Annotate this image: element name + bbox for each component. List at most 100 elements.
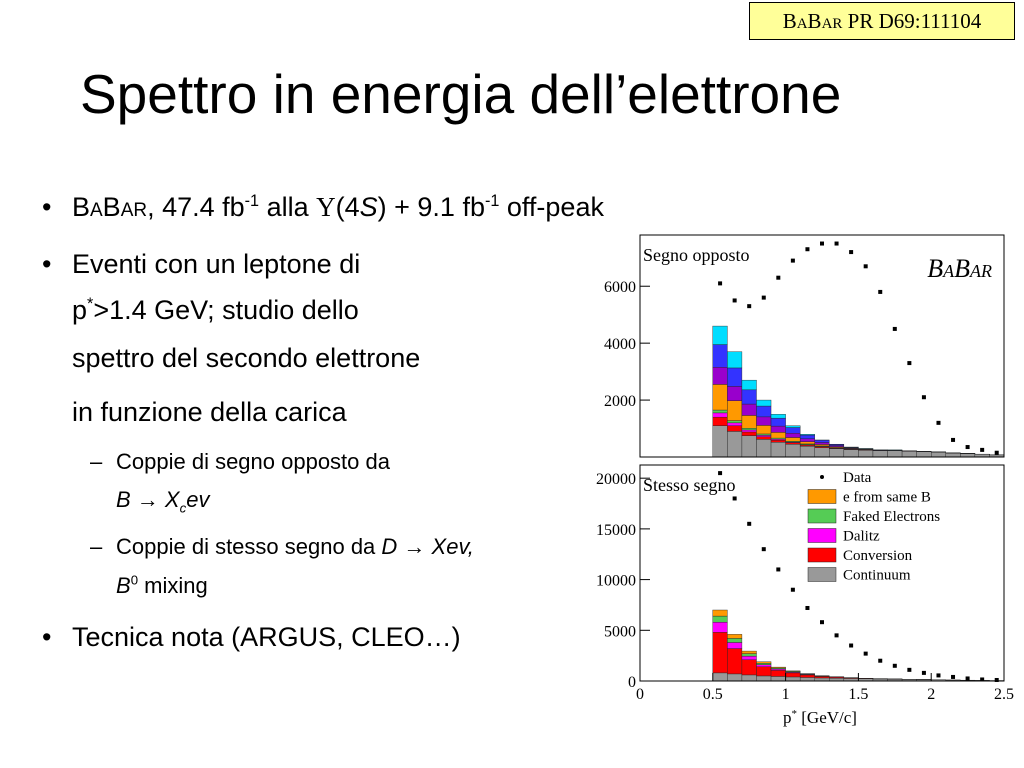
data-point [790,258,795,263]
histogram-segment [785,433,801,438]
histogram-segment [756,405,772,418]
bullet-line: p*>1.4 GeV; studio dello [72,293,359,327]
histogram-segment [756,675,772,682]
histogram-segment [756,435,772,437]
legend-marker [820,475,824,479]
y-tick-label: 4000 [604,336,636,353]
histogram-segment [712,425,728,458]
x-tick-label: 0 [636,686,644,703]
sub-bullet: Coppie di stesso segno da D → Xev, [90,532,474,562]
text: X [164,487,180,512]
legend-label: e from same B [843,490,931,506]
histogram-segment [960,453,976,458]
histogram-segment [814,440,830,443]
histogram-segment [770,425,786,433]
panel-label: Segno opposto [643,245,750,265]
histogram-segment [712,367,728,385]
x-tick-label: 2.5 [994,686,1014,703]
histogram-segment [770,414,786,419]
legend-label: Dalitz [843,529,880,545]
histogram-segment [727,642,743,649]
text: -1 [484,192,500,210]
x-tick-label: 1 [782,686,790,703]
histogram-segment [756,416,772,426]
histogram-segment [741,389,757,405]
text: Tecnica nota (ARGUS, CLEO…) [72,622,461,652]
bullet: Tecnica nota (ARGUS, CLEO…) [42,620,461,654]
histogram-segment [814,676,830,679]
histogram-segment [785,672,801,678]
legend-swatch [807,508,837,524]
data-point [936,673,941,678]
text: BaBar [72,192,148,222]
histogram-segment [741,659,757,676]
histogram-segment [741,650,757,654]
histogram-segment [770,440,786,443]
text: B [116,487,131,512]
text: spettro del secondo elettrone [72,343,421,373]
data-point [936,420,941,425]
reference: BaBar PR D69:111104 [749,2,1015,40]
histogram-segment [712,672,728,682]
histogram-segment [770,432,786,439]
histogram-segment [727,648,743,675]
histogram-segment [799,438,815,442]
slide-title: Spettro in energia dell’elettrone [80,63,842,125]
sub-bullet-line: B → Xcev [116,485,209,515]
text: 0 [130,572,139,588]
histogram-segment [756,666,772,677]
histogram-segment [814,442,830,445]
histogram-segment [799,434,815,436]
data-point [805,605,810,610]
histogram-segment [712,621,728,633]
histogram-segment [727,420,743,424]
text: off-peak [499,192,604,222]
histogram-segment [901,451,917,458]
histogram-segment [785,670,801,672]
x-axis-label: p* [GeV/c] [783,708,857,727]
legend-swatch [807,489,837,504]
y-tick-label: 6000 [604,279,636,296]
histogram-segment [770,442,786,458]
histogram-segment [712,416,728,426]
legend-label: Data [843,470,872,486]
logo: BaBar [927,254,992,283]
text: Coppie di stesso segno da [116,534,382,559]
histogram-segment [756,399,772,407]
bullet-line: in funzione della carica [72,395,347,429]
text: * [87,295,94,313]
data-point [994,677,999,682]
histogram-segment [712,325,728,345]
histogram-segment [858,449,874,458]
histogram-segment [770,670,786,677]
text: mixing [138,573,208,598]
data-point [849,643,854,648]
histogram-segment [843,449,859,458]
histogram-segment [727,422,743,426]
data-point [878,658,883,663]
text: >1.4 GeV; studio dello [93,295,359,325]
text: ) + 9.1 fb [377,192,485,222]
text: → [397,534,432,559]
histogram-segment [756,439,772,458]
text: D [381,534,398,559]
histogram-segment [799,677,815,682]
histogram-segment [712,609,728,617]
text: B [116,573,131,598]
text: , 47.4 fb [147,192,245,222]
histogram-segment [741,415,757,429]
text: Coppie di segno opposto da [116,449,390,474]
histogram-segment [727,425,743,432]
histogram-segment [916,451,932,458]
bullet: BaBar, 47.4 fb-1 alla Υ(4S) + 9.1 fb-1 o… [42,190,604,224]
histogram-segment [712,344,728,368]
histogram-segment [756,436,772,440]
text: Eventi con un leptone di [72,249,361,279]
y-tick-label: 2000 [604,393,636,410]
histogram-segment [770,666,786,669]
data-point [718,281,723,286]
legend-label: Faked Electrons [843,509,940,525]
text: c [179,500,187,516]
data-point [820,620,824,625]
histogram-segment [712,412,728,418]
